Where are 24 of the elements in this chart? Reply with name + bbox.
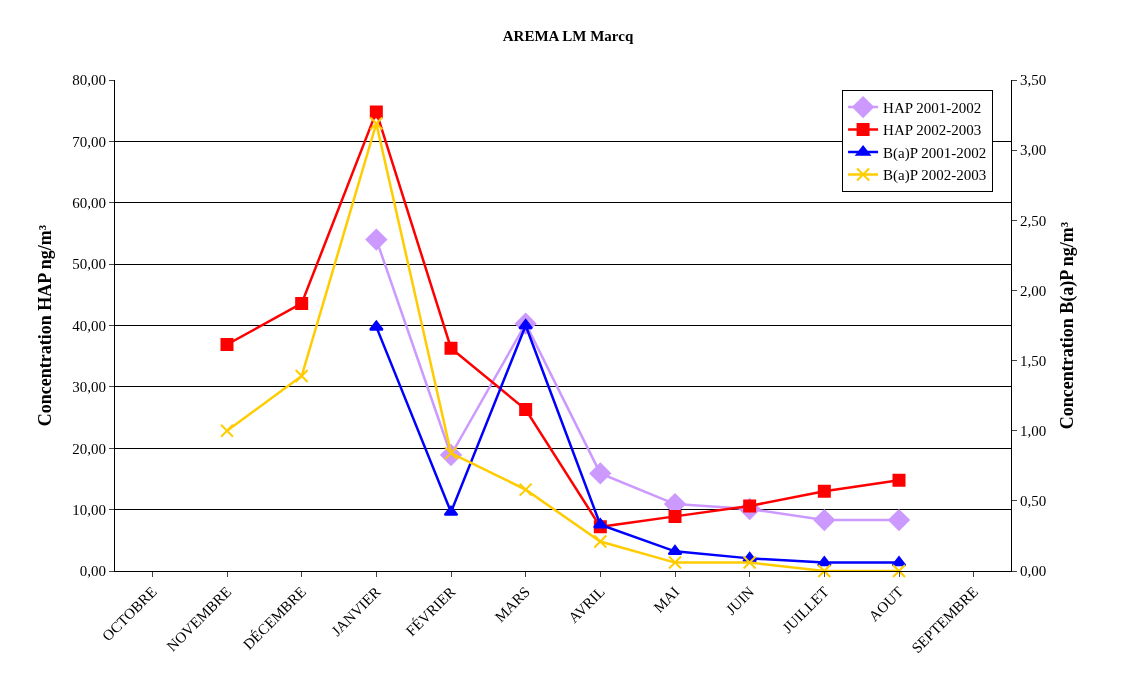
y-tick-label: 50,00 (72, 256, 106, 273)
y-tick-label: 80,00 (72, 72, 106, 89)
y2-tick-label: 3,50 (1020, 72, 1047, 89)
y2-tick-label: 1,50 (1020, 352, 1047, 369)
y2-tick-label: 2,00 (1020, 282, 1047, 299)
y-tick-label: 20,00 (72, 440, 106, 457)
legend-label: B(a)P 2001-2002 (883, 144, 987, 162)
y2-axis-title: Concentration B(a)P ng/m³ (1057, 221, 1079, 430)
y-tick-label: 0,00 (79, 563, 106, 580)
y2-tick-label: 0,50 (1020, 493, 1047, 510)
y2-tick-label: 1,00 (1020, 422, 1047, 439)
legend-label: HAP 2001-2002 (883, 99, 982, 116)
y2-tick-label: 0,00 (1020, 563, 1047, 580)
y-tick-label: 60,00 (72, 195, 106, 211)
chart-title: AREMA LM Marcq (502, 28, 634, 45)
legend-label: HAP 2002-2003 (883, 122, 982, 139)
y-tick-label: 30,00 (72, 379, 106, 396)
y-axis-title: Concentration HAP ng/m³ (35, 224, 56, 427)
y2-tick-label: 3,00 (1020, 142, 1047, 159)
legend-label: B(a)P 2002-2003 (883, 167, 987, 185)
y-tick-label: 40,00 (72, 317, 106, 334)
y-tick-label: 70,00 (72, 133, 106, 150)
y2-tick-label: 2,50 (1020, 212, 1047, 229)
y-tick-label: 10,00 (72, 501, 106, 518)
